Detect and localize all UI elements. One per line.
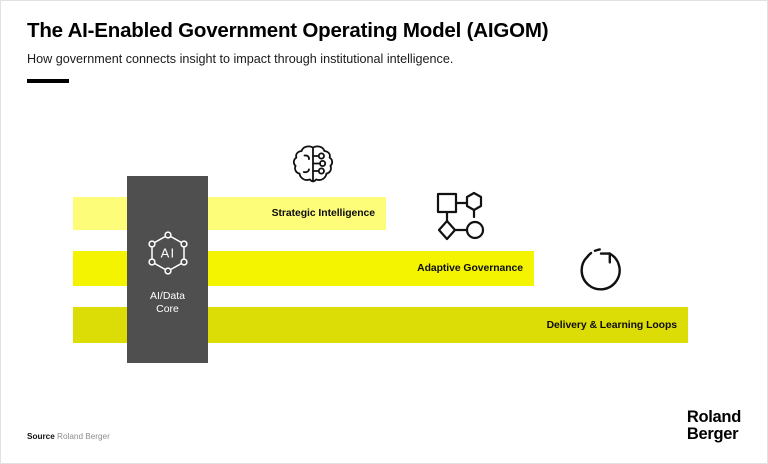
- ai-data-core-label: AI/Data Core: [150, 290, 185, 317]
- brain-circuit-icon: [292, 145, 334, 183]
- slide-header: The AI-Enabled Government Operating Mode…: [27, 19, 727, 83]
- hexagon-node-ai-icon: AI: [147, 230, 188, 275]
- core-label-line-2: Core: [156, 303, 179, 315]
- source-note: Source Roland Berger: [27, 432, 110, 441]
- core-icon-text: AI: [160, 245, 175, 260]
- core-label-line-1: AI/Data: [149, 289, 186, 302]
- source-value: Roland Berger: [57, 432, 110, 441]
- logo-line-2: Berger: [686, 425, 739, 444]
- layer-bar-label: Adaptive Governance: [417, 263, 523, 274]
- ai-data-core-block[interactable]: AI AI/Data Core: [127, 176, 208, 363]
- title-underline-rule: [27, 78, 69, 83]
- layer-bar-label: Delivery & Learning Loops: [546, 319, 677, 331]
- page-title: The AI-Enabled Government Operating Mode…: [27, 19, 549, 42]
- layer-bar-strategic-intelligence[interactable]: Strategic Intelligence: [73, 197, 386, 230]
- layer-bar-label: Strategic Intelligence: [271, 208, 375, 219]
- logo-line-1: Roland: [686, 408, 741, 426]
- source-label: Source: [27, 432, 55, 441]
- page-subtitle: How government connects insight to impac…: [27, 51, 454, 66]
- roland-berger-logo: Roland Berger: [686, 408, 741, 444]
- flowchart-nodes-icon: [436, 191, 485, 241]
- circular-loop-arrow-icon: [580, 247, 621, 291]
